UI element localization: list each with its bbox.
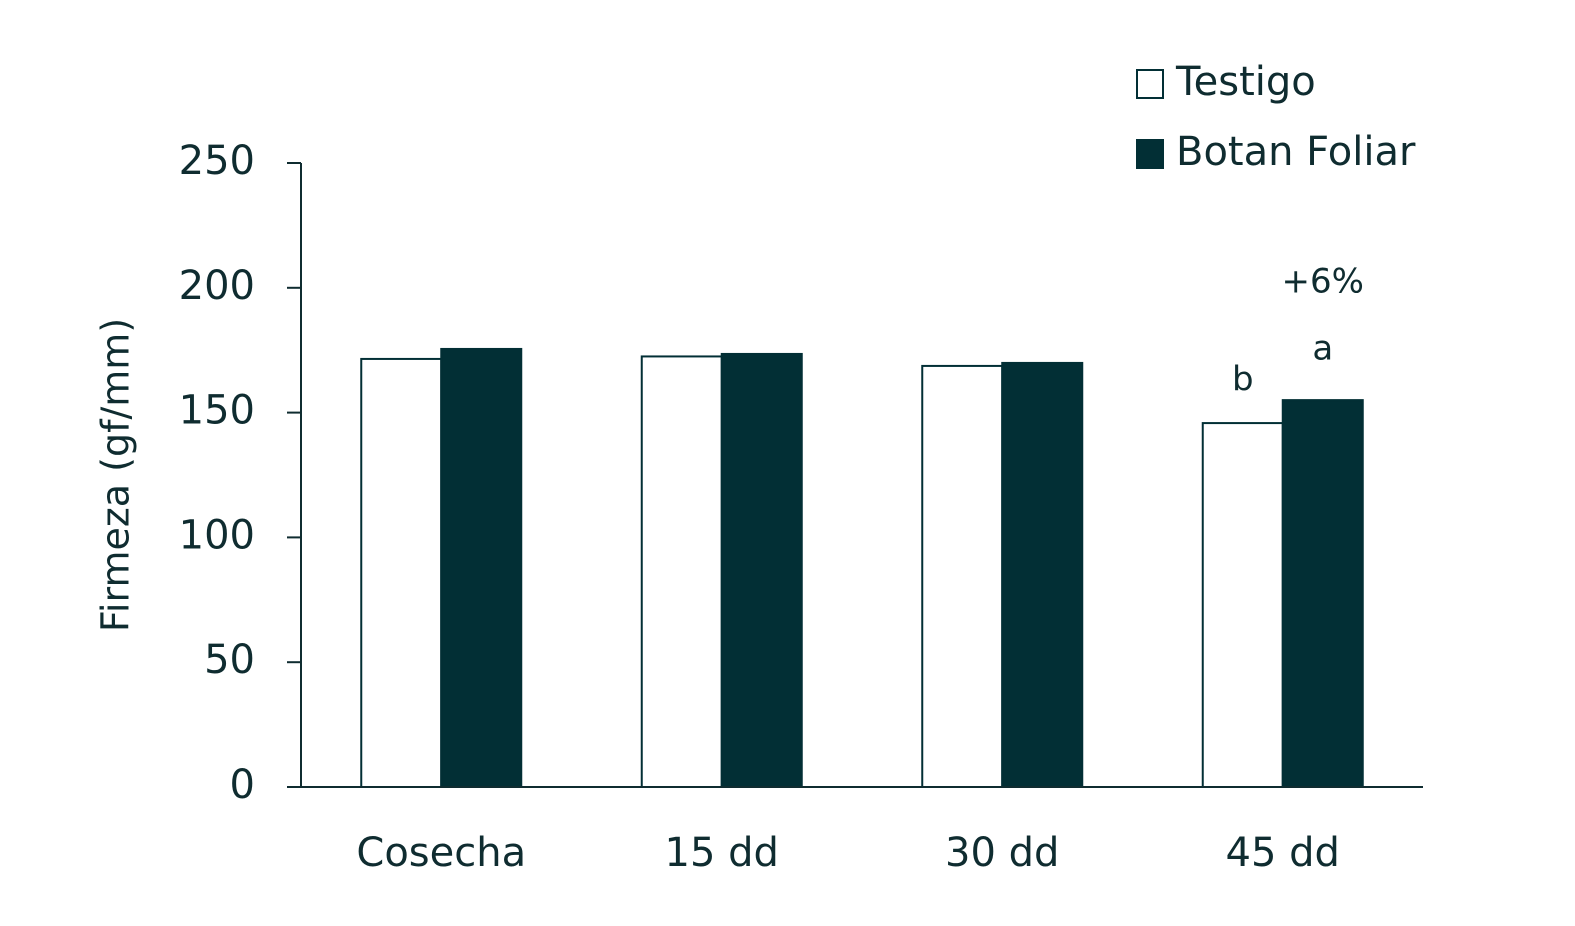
x-tick-label: 45 dd: [1226, 830, 1340, 876]
y-tick-label: 250: [179, 138, 255, 184]
bar: [440, 347, 523, 788]
bar: [360, 357, 443, 788]
y-tick-label: 0: [230, 762, 255, 808]
y-tick-label: 100: [179, 512, 255, 558]
bar: [921, 364, 1004, 788]
x-tick-label: 30 dd: [945, 830, 1059, 876]
bar: [720, 352, 803, 788]
legend-label: Testigo: [1175, 59, 1316, 105]
annotation: a: [1312, 329, 1333, 369]
bar: [1281, 399, 1364, 788]
y-tick-label: 200: [179, 263, 255, 309]
legend-swatch: [1136, 69, 1164, 99]
x-tick-label: 15 dd: [665, 830, 779, 876]
x-tick-label: Cosecha: [356, 830, 526, 876]
y-axis-label: Firmeza (gf/mm): [94, 318, 138, 632]
annotation: +6%: [1282, 262, 1364, 302]
y-tick-label: 50: [204, 637, 255, 683]
bar: [1201, 422, 1284, 788]
bar: [1001, 361, 1084, 788]
legend-label: Botan Foliar: [1176, 129, 1416, 175]
y-tick-label: 150: [179, 388, 255, 434]
bar: [640, 355, 723, 788]
annotation: b: [1232, 360, 1254, 400]
legend-swatch: [1136, 139, 1164, 169]
